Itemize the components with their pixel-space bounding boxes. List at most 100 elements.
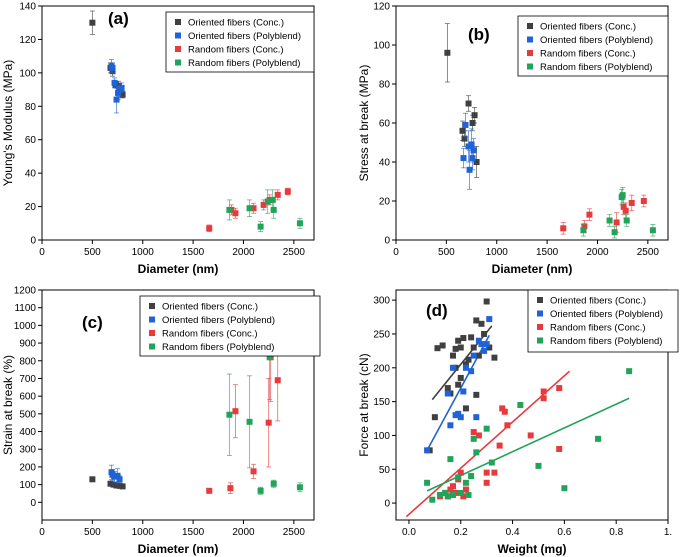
legend-label: Oriented fibers (Polyblend) (550, 309, 663, 320)
data-point (473, 449, 480, 456)
series-random-fibers-polyblend (424, 368, 633, 503)
legend-marker (527, 23, 533, 29)
data-point (475, 337, 482, 344)
data-point (470, 147, 477, 154)
x-tick-label: 1000 (132, 527, 155, 538)
data-point (206, 487, 213, 494)
y-tick-label: 80 (25, 102, 37, 113)
legend: Oriented fibers (Conc.) Oriented fibers (… (517, 15, 669, 77)
legend-label: Random fibers (Polyblend) (188, 58, 300, 69)
legend-marker (537, 297, 543, 303)
x-tick-label: 500 (84, 527, 101, 538)
y-axis-label: Strain at break (%) (1, 355, 15, 455)
x-tick-label: 1000 (486, 247, 509, 258)
y-tick-label: 120 (19, 35, 36, 46)
legend-label: Random fibers (Polyblend) (162, 342, 274, 353)
legend: Oriented fibers (Conc.) Oriented fibers (… (527, 289, 679, 353)
data-point (595, 435, 602, 442)
legend-box (517, 15, 669, 77)
y-tick-label: 40 (379, 158, 391, 169)
data-point (462, 121, 469, 128)
fit-line (431, 325, 493, 401)
data-point (449, 483, 456, 490)
legend-label: Oriented fibers (Conc.) (540, 22, 636, 33)
y-tick-label: 0 (384, 236, 390, 247)
y-tick-label: 100 (373, 41, 390, 52)
legend-marker (149, 330, 155, 336)
panel-label: (d) (426, 301, 448, 320)
y-tick-label: 1000 (14, 321, 37, 332)
data-point (470, 344, 477, 351)
data-point (611, 229, 618, 236)
data-point (540, 388, 547, 395)
data-point (483, 298, 490, 305)
data-point (431, 414, 438, 421)
y-tick-label: 250 (373, 329, 390, 340)
legend-label: Random fibers (Polyblend) (540, 62, 652, 73)
y-tick-label: 1100 (14, 303, 36, 314)
data-point (107, 480, 114, 487)
legend-label: Oriented fibers (Polyblend) (188, 31, 301, 42)
data-point (118, 84, 125, 91)
legend-label: Oriented fibers (Conc.) (550, 296, 646, 307)
data-point (504, 422, 511, 429)
data-point (468, 334, 475, 341)
y-tick-label: 100 (19, 480, 36, 491)
data-point (461, 135, 468, 142)
data-point (110, 481, 117, 488)
data-point (246, 205, 253, 212)
data-point (296, 484, 303, 491)
data-point (470, 435, 477, 442)
data-point (469, 155, 476, 162)
axes-frame (41, 5, 315, 241)
data-point (462, 405, 469, 412)
data-point (447, 486, 454, 493)
x-axis-label: Diameter (nm) (138, 542, 219, 556)
data-point (447, 422, 454, 429)
data-point (491, 469, 498, 476)
data-point (606, 217, 613, 224)
data-point (119, 483, 126, 490)
data-point (478, 341, 485, 348)
y-tick-label: 60 (25, 135, 37, 146)
x-tick-label: 1500 (536, 247, 559, 258)
x-tick-label: 1000 (132, 247, 155, 258)
legend-label: Random fibers (Polyblend) (550, 336, 662, 347)
x-tick-label: 0.2 (454, 527, 468, 538)
x-tick-label: 2000 (232, 527, 255, 538)
y-tick-label: 20 (25, 202, 37, 213)
legend-box (139, 295, 321, 357)
data-point (226, 411, 233, 418)
x-tick-label: 2000 (232, 247, 255, 258)
data-point (499, 405, 506, 412)
panel-b: 0 500 1000 1500 2000 2500 0 20 40 60 80 100 120 Diame… (357, 2, 669, 276)
data-point (462, 364, 469, 371)
legend-label: Random fibers (Conc.) (188, 45, 284, 56)
data-point (460, 335, 467, 342)
x-tick-label: 0 (39, 527, 45, 538)
data-point (465, 143, 472, 150)
x-axis-label: Diameter (nm) (492, 262, 573, 276)
legend-marker (149, 316, 155, 323)
x-tick-label: 0.8 (609, 527, 623, 538)
y-tick-label: 60 (379, 119, 391, 130)
series-oriented-fibers-polyblend (108, 464, 123, 484)
y-tick-label: 700 (19, 374, 36, 385)
data-point (486, 344, 493, 351)
panel-label: (c) (82, 313, 103, 332)
x-tick-label: 2000 (586, 247, 609, 258)
data-point (444, 390, 451, 397)
y-tick-label: 1200 (14, 286, 37, 297)
data-point (468, 141, 475, 148)
data-point (613, 219, 620, 226)
y-tick-label: 0 (30, 498, 36, 509)
data-point (483, 425, 490, 432)
data-point (478, 320, 485, 327)
data-point (556, 445, 563, 452)
data-point (466, 166, 473, 173)
series-random-fibers-polyblend (226, 189, 303, 233)
data-point (465, 491, 472, 498)
legend-label: Random fibers (Conc.) (162, 329, 258, 340)
data-point (560, 225, 567, 232)
legend-marker (149, 303, 155, 309)
